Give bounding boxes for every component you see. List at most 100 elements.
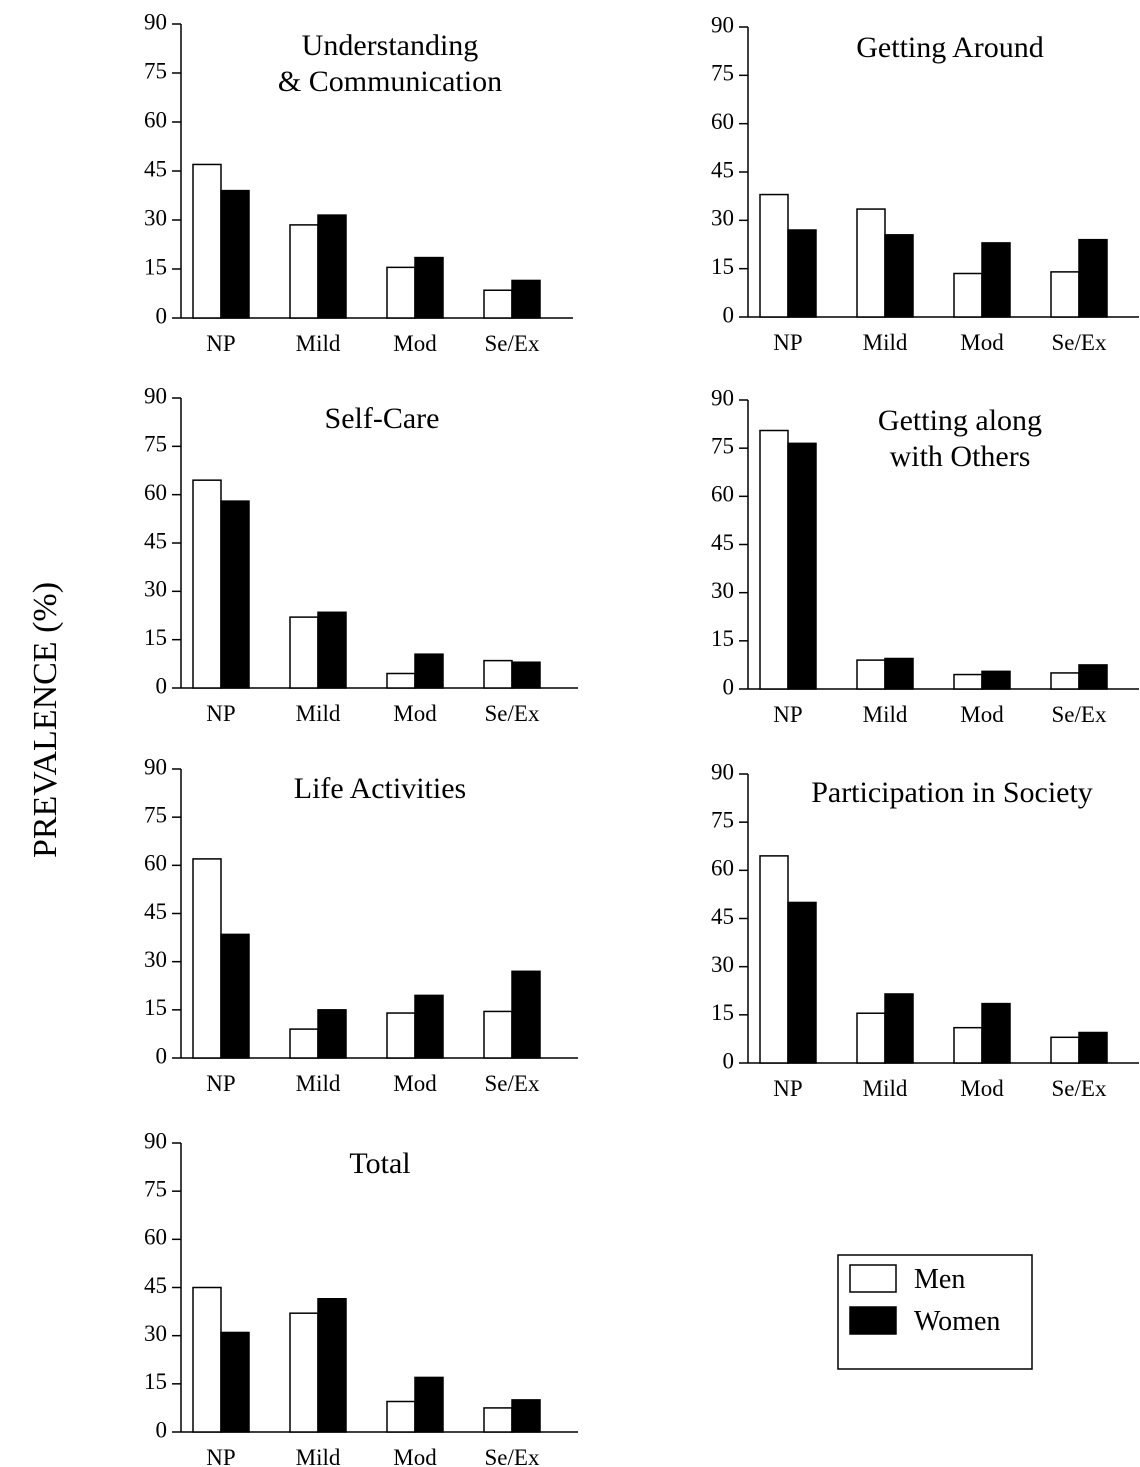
y-tick-label: 30 [711,952,734,977]
panel-7: 0 15 30 45 60 75 90 NP Mild Mod Se/Ex Total [144,1128,578,1467]
bar-women [220,189,250,319]
bar-men [483,1407,513,1433]
bar-men [192,858,222,1059]
y-tick-label: 75 [711,61,734,86]
bar-women [884,993,914,1064]
x-category-label: NP [773,702,802,727]
y-tick-label: 90 [144,9,167,34]
y-tick-label: 60 [711,856,734,881]
y-tick-label: 30 [711,206,734,231]
bar-women [511,970,541,1059]
x-category-label: Se/Ex [485,1071,540,1096]
y-tick-label: 30 [144,205,167,230]
bar-women [317,214,347,319]
y-tick-label: 75 [144,432,167,457]
panel-1: 0 15 30 45 60 75 90 NP Mild Mod Se/Ex Understanding… [144,9,573,356]
legend-women-label: Women [914,1306,1000,1337]
legend-women-swatch [849,1306,897,1335]
y-tick-label: 0 [156,673,168,698]
panel-title: Life Activities [294,772,466,805]
y-tick-label: 15 [144,995,167,1020]
y-tick-label: 90 [144,754,167,779]
bar-women [1078,238,1108,318]
y-tick-label: 45 [144,1273,167,1298]
y-tick-label: 60 [144,480,167,505]
y-tick-label: 60 [144,851,167,876]
panel-title: Understanding [302,29,479,62]
x-category-label: Se/Ex [1052,1076,1107,1101]
x-category-label: Se/Ex [485,331,540,356]
y-tick-label: 75 [144,1176,167,1201]
bar-women [317,1297,347,1433]
panel-5: 0 15 30 45 60 75 90 NP Mild Mod Se/Ex Life Activiti… [144,754,578,1096]
y-tick-label: 75 [144,58,167,83]
x-category-label: Mild [296,331,341,356]
bar-men [953,673,983,690]
x-category-label: NP [206,331,235,356]
x-category-label: Mod [393,331,437,356]
y-axis-label: PREVALENCE (%) [27,582,64,858]
x-category-label: Mild [296,1071,341,1096]
y-tick-label: 30 [144,947,167,972]
y-tick-label: 15 [711,254,734,279]
panel-title: Participation in Society [811,776,1093,809]
y-tick-label: 75 [144,802,167,827]
bar-men [386,1400,416,1433]
bar-men [953,272,983,318]
bar-women [511,279,541,319]
x-category-label: Mod [393,1071,437,1096]
bar-women [884,657,914,690]
bar-men [386,266,416,319]
y-tick-label: 0 [723,1048,735,1073]
bar-women [787,229,817,318]
bar-men [386,1012,416,1059]
bar-men [759,193,789,318]
y-tick-label: 0 [723,302,735,327]
bar-women [787,442,817,690]
y-tick-label: 75 [711,807,734,832]
bar-women [884,234,914,318]
x-category-label: Se/Ex [1052,702,1107,727]
x-category-label: Mod [960,1076,1004,1101]
bar-men [1050,672,1080,690]
legend-men-swatch [849,1264,897,1293]
y-tick-label: 15 [144,625,167,650]
y-tick-label: 45 [144,528,167,553]
bar-men [1050,271,1080,318]
bar-men [856,659,886,690]
bar-women [1078,1031,1108,1064]
bar-women [511,661,541,689]
x-category-label: Mod [393,1445,437,1467]
y-tick-label: 0 [156,1417,168,1442]
bar-men [386,672,416,689]
panel-title: Total [349,1147,410,1180]
panel-4: 0 15 30 45 60 75 90 NP Mild Mod Se/Ex Getting along… [711,385,1139,727]
panel-title: Getting along [878,404,1042,437]
panel-2: 0 15 30 45 60 75 90 NP Mild Mod Se/Ex Getting Aroun… [711,12,1139,355]
bar-men [289,1312,319,1433]
x-category-label: Mild [863,702,908,727]
bar-women [981,670,1011,690]
bar-women [981,1002,1011,1064]
x-category-label: Mild [296,701,341,726]
y-tick-label: 0 [156,1043,168,1068]
bar-women [220,933,250,1059]
bar-men [856,208,886,318]
bar-women [220,500,250,689]
panel-title: with Others [890,440,1031,473]
x-category-label: Se/Ex [1052,330,1107,355]
y-tick-label: 30 [144,577,167,602]
bar-women [414,1376,444,1433]
bar-men [289,1028,319,1059]
y-tick-label: 0 [723,674,735,699]
x-category-label: Mild [863,330,908,355]
bar-women [511,1399,541,1433]
bar-women [317,1009,347,1059]
y-tick-label: 60 [144,107,167,132]
x-category-label: Mod [960,702,1004,727]
x-category-label: Mild [296,1445,341,1467]
bar-men [759,855,789,1064]
y-tick-label: 90 [144,383,167,408]
x-category-label: NP [773,330,802,355]
